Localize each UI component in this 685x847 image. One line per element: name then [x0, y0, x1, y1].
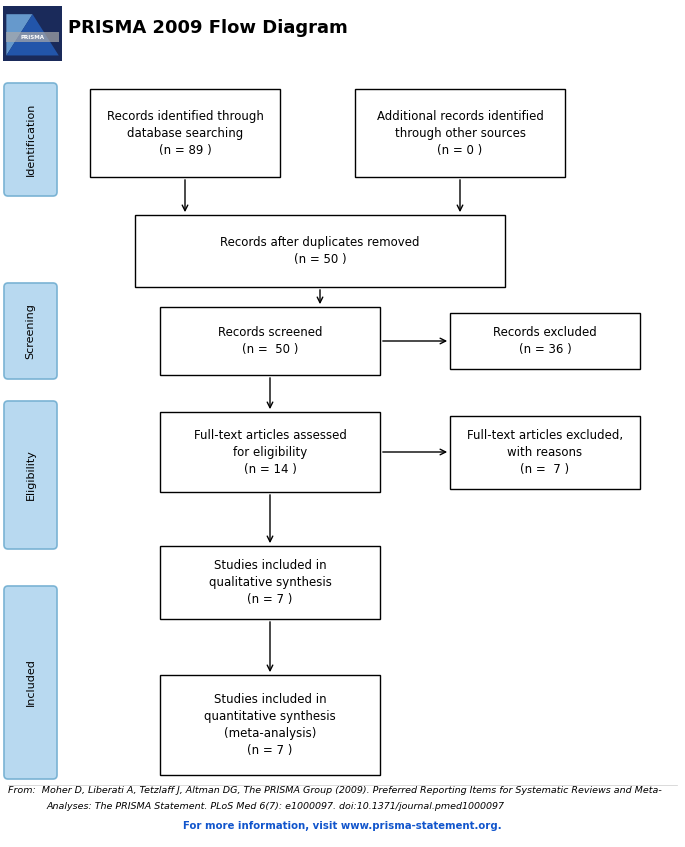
Text: PRISMA: PRISMA [21, 35, 45, 40]
Polygon shape [6, 14, 59, 55]
Text: Included: Included [25, 659, 36, 706]
FancyBboxPatch shape [4, 586, 57, 779]
FancyBboxPatch shape [160, 675, 380, 775]
Text: Records identified through
database searching
(n = 89 ): Records identified through database sear… [107, 109, 264, 157]
Polygon shape [6, 32, 59, 42]
FancyBboxPatch shape [90, 89, 280, 177]
Text: Records screened
(n =  50 ): Records screened (n = 50 ) [218, 326, 322, 356]
FancyBboxPatch shape [160, 412, 380, 492]
Text: Full-text articles excluded,
with reasons
(n =  7 ): Full-text articles excluded, with reason… [467, 429, 623, 476]
Text: Additional records identified
through other sources
(n = 0 ): Additional records identified through ot… [377, 109, 543, 157]
Text: Studies included in
qualitative synthesis
(n = 7 ): Studies included in qualitative synthesi… [208, 559, 332, 606]
Text: Records after duplicates removed
(n = 50 ): Records after duplicates removed (n = 50… [221, 236, 420, 266]
FancyBboxPatch shape [4, 283, 57, 379]
Text: Identification: Identification [25, 102, 36, 176]
Text: PRISMA 2009 Flow Diagram: PRISMA 2009 Flow Diagram [68, 19, 348, 37]
FancyBboxPatch shape [450, 416, 640, 489]
Text: From:  Moher D, Liberati A, Tetzlaff J, Altman DG, The PRISMA Group (2009). Pref: From: Moher D, Liberati A, Tetzlaff J, A… [8, 786, 662, 795]
Text: For more information, visit www.prisma-statement.org.: For more information, visit www.prisma-s… [183, 821, 502, 831]
FancyBboxPatch shape [4, 401, 57, 549]
FancyBboxPatch shape [160, 307, 380, 375]
Text: Analyses: The PRISMA Statement. PLoS Med 6(7): e1000097. doi:10.1371/journal.pme: Analyses: The PRISMA Statement. PLoS Med… [46, 802, 504, 811]
Polygon shape [3, 6, 62, 61]
Text: Studies included in
quantitative synthesis
(meta-analysis)
(n = 7 ): Studies included in quantitative synthes… [204, 693, 336, 757]
FancyBboxPatch shape [450, 313, 640, 369]
Text: Full-text articles assessed
for eligibility
(n = 14 ): Full-text articles assessed for eligibil… [194, 429, 347, 475]
FancyBboxPatch shape [135, 215, 505, 287]
FancyBboxPatch shape [355, 89, 565, 177]
Text: Screening: Screening [25, 303, 36, 359]
FancyBboxPatch shape [160, 546, 380, 619]
Text: Records excluded
(n = 36 ): Records excluded (n = 36 ) [493, 326, 597, 356]
Polygon shape [6, 14, 33, 55]
Text: Eligibility: Eligibility [25, 450, 36, 501]
FancyBboxPatch shape [4, 83, 57, 196]
